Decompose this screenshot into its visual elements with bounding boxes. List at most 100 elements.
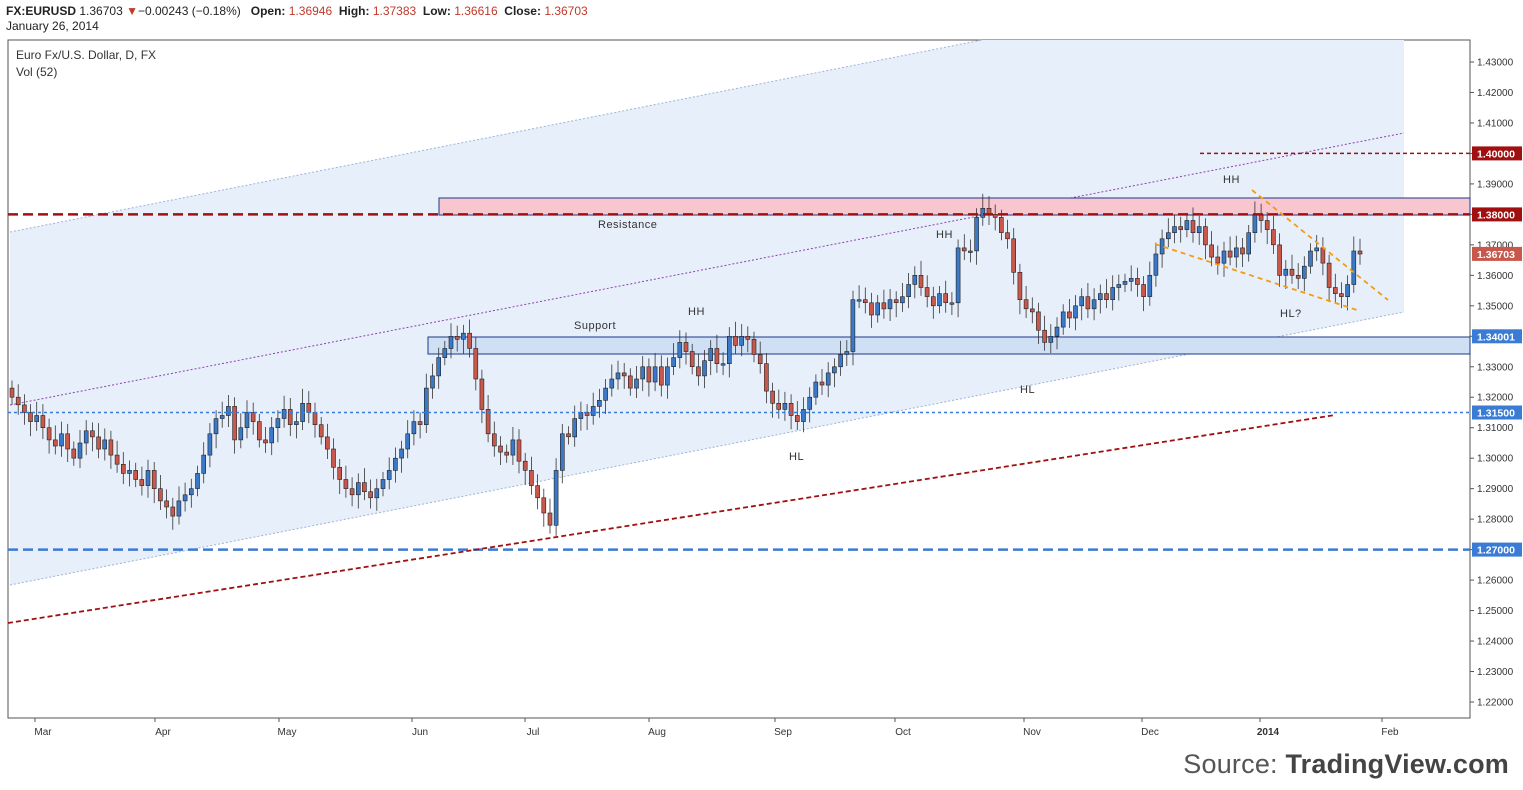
- candle-body: [77, 442, 83, 459]
- price-tag-label: 1.40000: [1477, 148, 1515, 160]
- candle-body: [522, 460, 528, 471]
- candle-body: [1345, 284, 1350, 297]
- candle-body: [1042, 329, 1047, 343]
- candle-body: [832, 366, 837, 374]
- candle-body: [992, 214, 998, 218]
- y-tick-label: 1.30000: [1477, 454, 1514, 465]
- candle-body: [454, 335, 460, 340]
- candle-body: [751, 338, 757, 355]
- candle-body: [708, 348, 714, 361]
- candle-body: [912, 274, 918, 285]
- x-tick-label: Oct: [895, 727, 911, 738]
- y-tick-label: 1.28000: [1477, 515, 1514, 526]
- candle-body: [844, 351, 850, 355]
- candle-body: [770, 390, 775, 404]
- candle-body: [1017, 271, 1023, 300]
- candle-body: [856, 299, 862, 302]
- candle-body: [714, 348, 720, 364]
- candle-body: [677, 342, 683, 358]
- candle-body: [1221, 250, 1227, 264]
- y-tick-label: 1.39000: [1477, 179, 1514, 190]
- candle-body: [1067, 311, 1072, 319]
- candle-body: [900, 296, 905, 304]
- annotation-label: HH: [1223, 174, 1240, 186]
- candle-body: [1005, 232, 1010, 240]
- y-tick-label: 1.43000: [1477, 58, 1514, 69]
- candle-body: [516, 439, 522, 462]
- candle-body: [1308, 250, 1313, 267]
- drawn-lines: [7, 152, 1470, 624]
- candle-body: [417, 421, 423, 425]
- candle-body: [275, 418, 281, 429]
- candle-body: [1141, 284, 1146, 297]
- candle-body: [65, 433, 70, 450]
- candle-body: [1357, 250, 1363, 255]
- candle-body: [881, 302, 887, 310]
- candle-body: [399, 448, 404, 459]
- candle-body: [906, 284, 911, 297]
- y-tick-label: 1.29000: [1477, 484, 1514, 495]
- candle-body: [782, 402, 788, 410]
- candle-body: [1079, 296, 1084, 307]
- candle-body: [1153, 253, 1159, 276]
- candle-body: [745, 335, 751, 340]
- candle-body: [1091, 299, 1097, 310]
- candle-body: [306, 402, 312, 413]
- price-tag: [1472, 207, 1522, 222]
- x-tick-label: Feb: [1381, 727, 1399, 738]
- source-brand: TradingView.com: [1285, 749, 1509, 779]
- candle-body: [757, 354, 763, 365]
- candle-body: [90, 430, 95, 438]
- candle-body: [139, 479, 145, 486]
- x-tick-label: Mar: [34, 727, 52, 738]
- candle-body: [510, 439, 516, 456]
- candle-body: [1351, 250, 1357, 285]
- candle-body: [1209, 244, 1214, 258]
- candle-body: [825, 372, 831, 386]
- candle-body: [535, 485, 540, 499]
- annotation-label: HL: [1020, 384, 1035, 396]
- candle-body: [1023, 299, 1029, 310]
- annotations: Resistance Support HH HH HH HL HL HL?: [574, 174, 1301, 463]
- volume-indicator-label[interactable]: Vol (52): [16, 65, 58, 79]
- candle-body: [671, 357, 676, 368]
- channel-upper-line: [9, 39, 983, 233]
- channel-midline: [9, 132, 1405, 406]
- candle-body: [1320, 247, 1326, 264]
- wedge-upper-line: [1251, 189, 1389, 301]
- close-label: Close:: [504, 4, 541, 18]
- candle-body: [461, 332, 466, 340]
- candle-body: [726, 335, 732, 364]
- candle-body: [504, 451, 510, 456]
- candle-body: [584, 412, 590, 416]
- candle-body: [1326, 262, 1332, 288]
- candle-body: [238, 427, 244, 441]
- candle-body: [949, 302, 955, 305]
- candle-body: [213, 418, 219, 435]
- price-tag-label: 1.27000: [1477, 545, 1515, 557]
- candle-body: [1227, 250, 1233, 258]
- candle-body: [232, 406, 237, 441]
- candle-body: [380, 479, 386, 489]
- candle-body: [1036, 311, 1041, 331]
- candle-body: [1085, 296, 1091, 310]
- y-tick-label: 1.35000: [1477, 301, 1514, 312]
- candle-body: [324, 436, 330, 450]
- candle-body: [1116, 284, 1122, 288]
- candle-body: [362, 482, 367, 493]
- candle-body: [566, 433, 571, 438]
- candle-body: [646, 366, 652, 383]
- candle-body: [961, 247, 967, 252]
- candle-body: [937, 293, 942, 307]
- price-tag-label: 1.34001: [1477, 331, 1515, 343]
- candle-body: [813, 381, 819, 398]
- candle-body: [1172, 226, 1177, 234]
- price-tag-label: 1.38000: [1477, 209, 1515, 221]
- price-tags: 1.40000 1.38000 1.36703 1.34001 1.31500 1.270…: [1472, 146, 1522, 557]
- candle-body: [40, 415, 46, 428]
- y-tick-label: 1.26000: [1477, 576, 1514, 587]
- x-tick-label: Sep: [774, 727, 792, 738]
- candle-body: [473, 348, 479, 380]
- candle-body: [485, 409, 491, 435]
